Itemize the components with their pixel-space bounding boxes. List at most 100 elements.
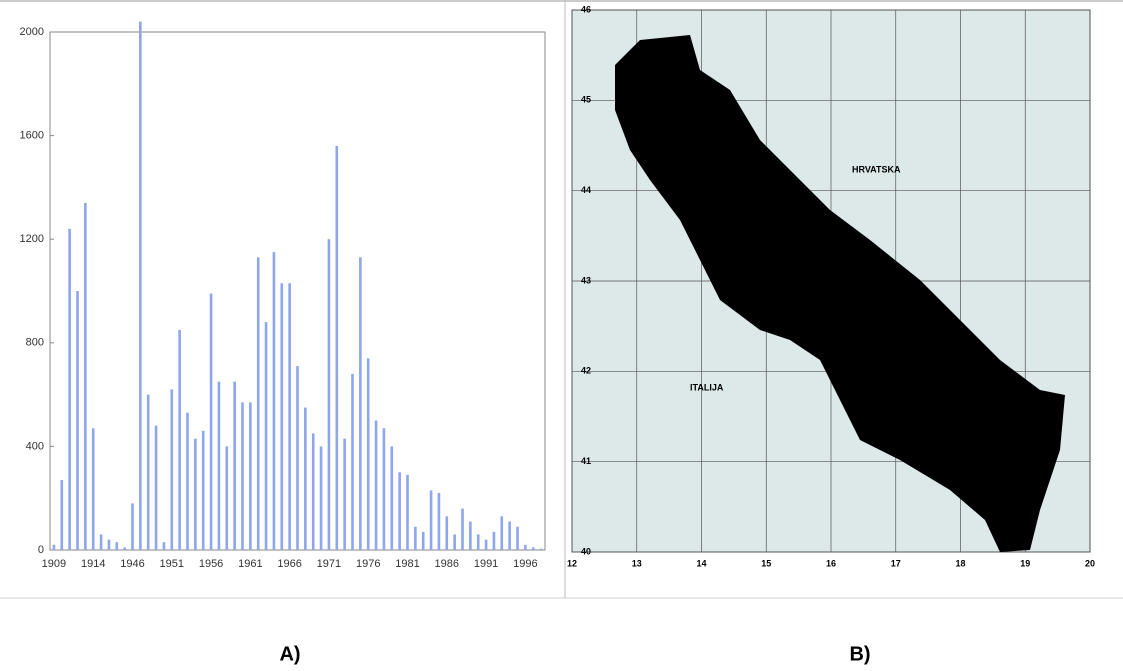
bar: [516, 526, 519, 550]
map-label: ITALIJA: [690, 382, 724, 392]
bar: [84, 202, 87, 550]
bar: [186, 412, 189, 550]
bar: [421, 531, 425, 550]
y-tick-label: 2000: [20, 26, 44, 38]
bar: [461, 508, 464, 550]
bar: [390, 446, 394, 550]
x-tick-label: 1909: [42, 558, 66, 570]
x-tick-label: 1946: [120, 558, 144, 570]
bar: [484, 539, 488, 550]
bar: [359, 257, 362, 550]
y-tick-label: 1200: [20, 233, 44, 245]
x-tick-label: 17: [891, 558, 901, 568]
y-tick-label: 400: [26, 440, 44, 452]
x-tick-label: 19: [1020, 558, 1030, 568]
x-tick-label: 12: [567, 558, 577, 568]
x-tick-label: 20: [1085, 558, 1095, 568]
bar: [296, 366, 299, 550]
bar: [170, 389, 174, 550]
bar: [508, 521, 511, 550]
x-tick-label: 18: [955, 558, 965, 568]
x-tick-label: 1914: [81, 558, 105, 570]
bar: [99, 534, 103, 550]
bar: [492, 531, 496, 550]
bar: [453, 534, 456, 550]
panel-caption: B): [849, 643, 870, 665]
x-tick-label: 14: [696, 558, 706, 568]
bar: [414, 526, 417, 550]
bar: [91, 428, 95, 550]
x-tick-label: 1966: [277, 558, 301, 570]
panel-caption: A): [279, 643, 300, 665]
x-tick-label: 1996: [513, 558, 537, 570]
x-tick-label: 1976: [356, 558, 380, 570]
bar: [131, 503, 134, 550]
x-tick-label: 1951: [160, 558, 184, 570]
bar: [539, 548, 543, 550]
x-tick-label: 15: [761, 558, 771, 568]
x-tick-label: 1961: [238, 558, 262, 570]
bar: [476, 534, 480, 550]
bar: [154, 425, 158, 550]
bar: [343, 438, 346, 550]
y-tick-label: 0: [38, 544, 44, 556]
bar: [241, 402, 244, 550]
x-tick-label: 1991: [474, 558, 498, 570]
y-tick-label: 44: [581, 185, 591, 195]
bar: [146, 394, 150, 550]
bar: [429, 490, 433, 550]
map-label: HRVATSKA: [852, 164, 901, 174]
bar: [311, 433, 315, 550]
bar: [115, 542, 119, 550]
bar: [406, 474, 409, 550]
y-tick-label: 40: [581, 546, 591, 556]
y-tick-label: 41: [581, 456, 591, 466]
bar: [256, 257, 260, 550]
bar: [217, 381, 221, 550]
bar: [139, 21, 142, 550]
bar: [60, 480, 64, 550]
x-tick-label: 16: [826, 558, 836, 568]
bar: [500, 516, 504, 550]
sea-data-region: [615, 35, 1065, 552]
bar: [374, 420, 378, 550]
bar: [531, 547, 535, 550]
y-tick-label: 43: [581, 275, 591, 285]
bar: [445, 516, 449, 550]
bar: [366, 358, 370, 550]
bar: [382, 428, 386, 550]
x-tick-label: 1981: [395, 558, 419, 570]
y-tick-label: 46: [581, 4, 591, 14]
bar: [68, 228, 71, 550]
bar: [123, 547, 126, 550]
bar: [264, 322, 268, 550]
x-tick-label: 1956: [199, 558, 223, 570]
bar: [398, 472, 401, 550]
bar: [437, 493, 441, 550]
bar: [201, 430, 205, 550]
bar: [335, 145, 339, 550]
y-tick-label: 45: [581, 95, 591, 105]
y-tick-label: 1600: [20, 130, 44, 142]
bar: [469, 521, 472, 550]
bar: [327, 239, 331, 550]
x-tick-label: 13: [632, 558, 642, 568]
bar: [76, 291, 79, 550]
x-tick-label: 1971: [317, 558, 341, 570]
bar: [107, 539, 111, 550]
bar: [233, 381, 236, 550]
bar: [162, 542, 166, 550]
bar: [272, 252, 276, 550]
bar: [524, 544, 527, 550]
bar: [319, 446, 323, 550]
bar: [351, 373, 354, 550]
y-tick-label: 42: [581, 366, 591, 376]
bar: [225, 446, 229, 550]
bar: [52, 544, 56, 550]
bar: [280, 283, 284, 550]
bar: [304, 407, 307, 550]
bar: [194, 438, 197, 550]
bar: [178, 329, 181, 550]
bar: [209, 293, 213, 550]
